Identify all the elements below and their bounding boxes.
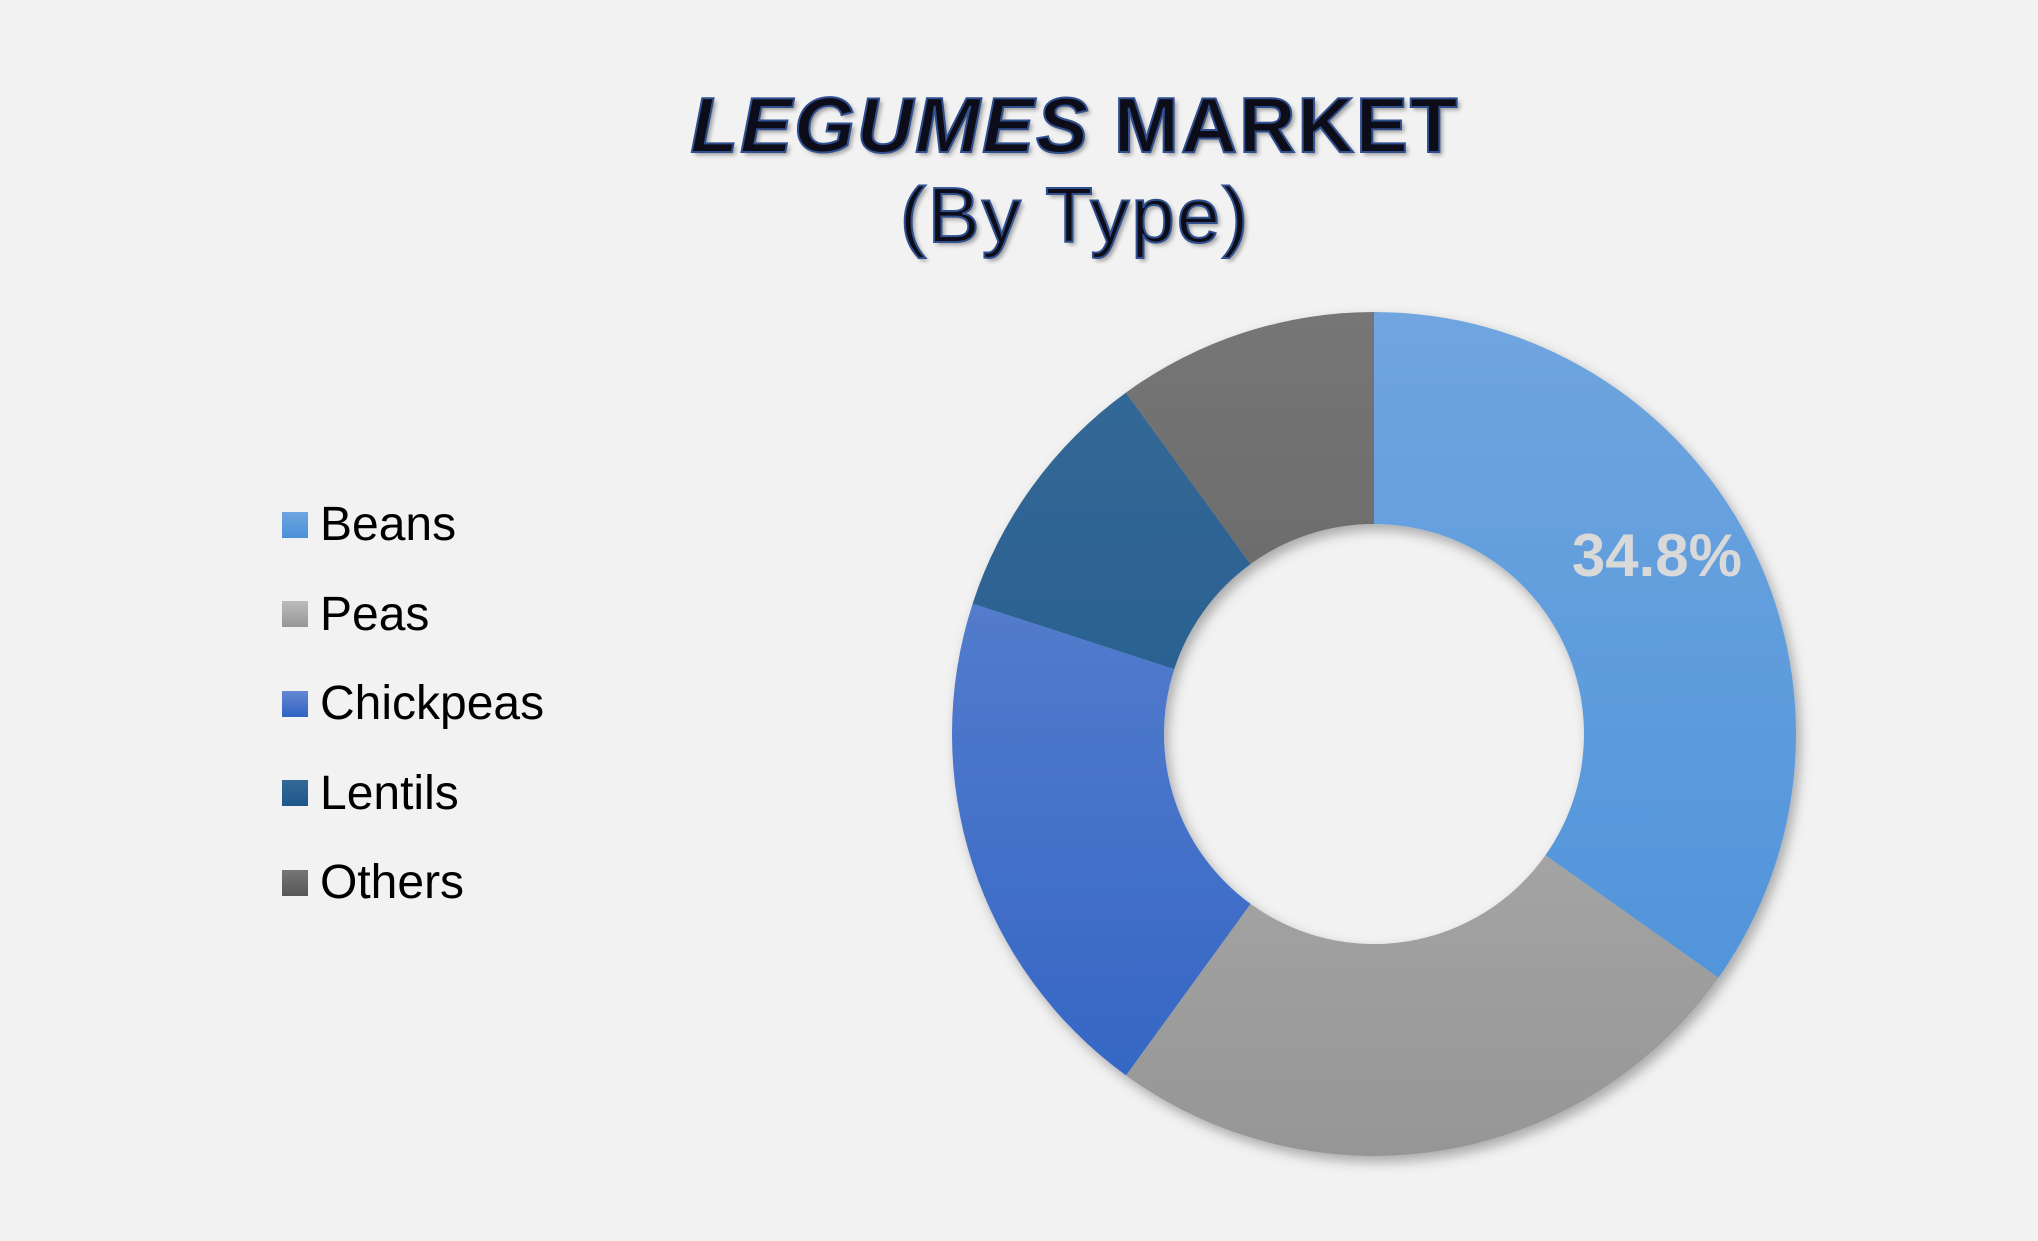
legend-swatch-peas [282, 601, 308, 628]
slice-beans [1374, 312, 1796, 978]
chart-title: LEGUMES MARKET [0, 80, 2038, 170]
slice-others [1125, 312, 1374, 565]
chart-title-italic: LEGUMES [689, 80, 1091, 170]
legend-swatch-beans [282, 511, 308, 538]
legend-item-chickpeas: Chickpeas [282, 659, 544, 749]
slice-lentils [972, 392, 1251, 670]
legend: Beans Peas Chickpeas Lentils Others [282, 480, 544, 928]
legend-label-others: Others [320, 856, 465, 910]
legend-label-peas: Peas [320, 587, 430, 641]
chart-subtitle: (By Type) [899, 170, 1251, 260]
donut-labels: 34.8% [1572, 522, 1742, 589]
legend-label-lentils: Lentils [320, 766, 459, 820]
data-label-beans: 34.8% [1572, 522, 1742, 589]
legend-item-others: Others [282, 838, 544, 928]
chart-title-rest: MARKET [1090, 80, 1460, 170]
donut-slices [952, 312, 1796, 1156]
slice-chickpeas [952, 603, 1251, 1076]
legend-item-peas: Peas [282, 570, 544, 660]
slice-peas [1125, 855, 1719, 1156]
legend-item-lentils: Lentils [282, 749, 544, 839]
legend-label-beans: Beans [320, 498, 457, 552]
legend-swatch-chickpeas [282, 690, 308, 717]
legend-item-beans: Beans [282, 480, 544, 570]
legend-swatch-lentils [282, 780, 308, 807]
legend-swatch-others [282, 869, 308, 896]
legend-label-chickpeas: Chickpeas [320, 677, 545, 731]
